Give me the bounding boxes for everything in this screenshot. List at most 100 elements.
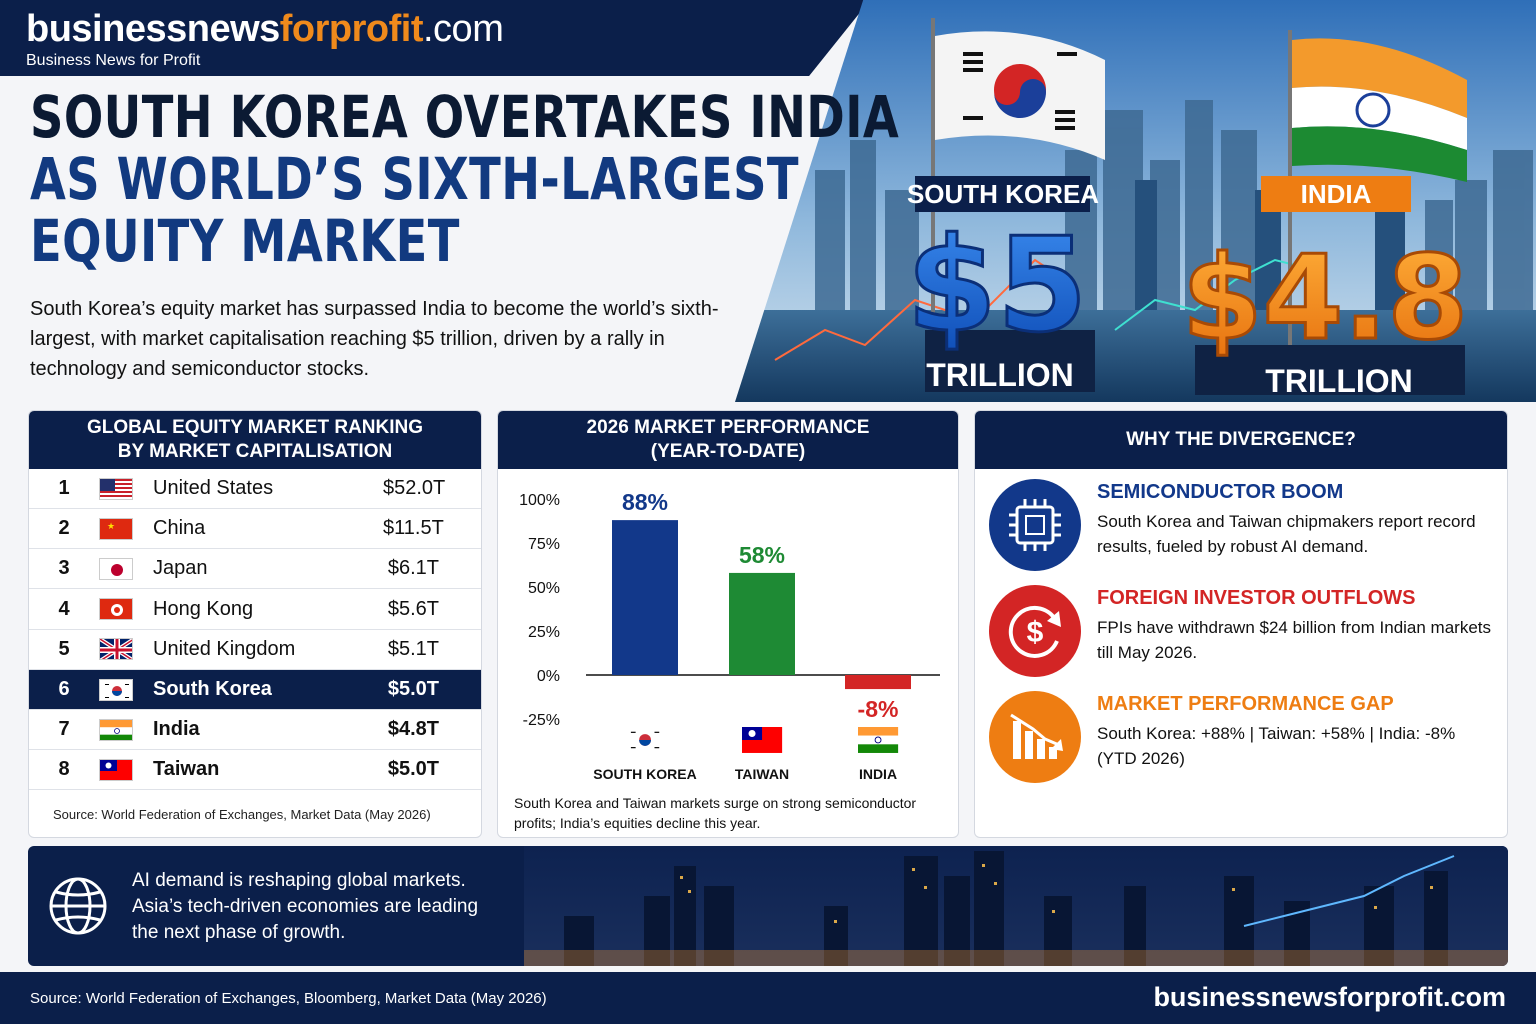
rank-country: India xyxy=(153,718,200,741)
hong-kong-flag-icon xyxy=(99,598,133,621)
category-label: INDIA xyxy=(859,766,897,782)
rank-number: 2 xyxy=(58,517,70,540)
ranking-title-line2: BY MARKET CAPITALISATION xyxy=(117,441,393,462)
ranking-row: 7 India $4.8T xyxy=(29,710,481,751)
rank-market-cap: $52.0T xyxy=(383,477,446,499)
headline-line1: SOUTH KOREA OVERTAKES INDIA xyxy=(30,83,900,151)
ranking-row: 3 Japan $6.1T xyxy=(29,549,481,590)
reason-semiconductor-boom: SEMICONDUCTOR BOOM South Korea and Taiwa… xyxy=(989,479,1499,579)
y-tick-label: 25% xyxy=(528,624,560,641)
india-flag-icon xyxy=(99,718,133,741)
chip-icon xyxy=(989,479,1081,571)
reason-title: MARKET PERFORMANCE GAP xyxy=(1097,693,1394,715)
bar-value-label: 88% xyxy=(622,489,668,515)
south-korea-flag-icon xyxy=(99,678,133,701)
performance-note: South Korea and Taiwan markets surge on … xyxy=(514,795,917,831)
insight-banner: AI demand is reshaping global markets. A… xyxy=(28,846,1508,966)
ranking-row: 8 Taiwan $5.0T xyxy=(29,750,481,791)
rank-number: 5 xyxy=(58,637,70,660)
rank-market-cap: $5.1T xyxy=(387,637,439,660)
y-tick-label: 100% xyxy=(519,492,560,509)
rank-number: 4 xyxy=(58,597,70,620)
rank-number: 3 xyxy=(58,557,70,580)
performance-title-line2: (YEAR-TO-DATE) xyxy=(650,441,806,462)
svg-text:★: ★ xyxy=(107,522,115,532)
rank-country: Hong Kong xyxy=(153,597,254,620)
y-tick-label: -25% xyxy=(523,712,560,729)
ranking-source: Source: World Federation of Exchanges, M… xyxy=(53,807,431,822)
reason-title: SEMICONDUCTOR BOOM xyxy=(1097,481,1344,503)
korea-value: $5 xyxy=(907,209,1088,361)
reason-performance-gap: MARKET PERFORMANCE GAP South Korea: +88%… xyxy=(989,691,1499,791)
banner-text: AI demand is reshaping global markets. A… xyxy=(132,870,479,943)
hero-illustration: SOUTH KOREA INDIA $5 $4.8 TRILLION TRILL… xyxy=(735,0,1536,402)
divergence-title: WHY THE DIVERGENCE? xyxy=(1126,429,1356,450)
uk-flag-icon xyxy=(99,638,133,661)
ranking-title-line1: GLOBAL EQUITY MARKET RANKING xyxy=(86,417,424,438)
ranking-row: 5 United Kingdom $5.1T xyxy=(29,630,481,670)
footer-url-link[interactable]: businessnewsforprofit.com xyxy=(1153,982,1506,1012)
performance-header: 2026 MARKET PERFORMANCE (YEAR-TO-DATE) xyxy=(498,411,958,469)
y-tick-label: 50% xyxy=(528,580,560,597)
reason-foreign-outflows: $ FOREIGN INVESTOR OUTFLOWS FPIs have wi… xyxy=(989,585,1499,685)
brand-name-tld: .com xyxy=(423,8,504,50)
y-tick-label: 0% xyxy=(537,668,560,685)
india-flag-icon xyxy=(858,727,899,753)
taiwan-flag-icon xyxy=(99,758,133,781)
reason-text: FPIs have withdrawn $24 billion from Ind… xyxy=(1097,618,1492,662)
rank-market-cap: $6.1T xyxy=(387,557,439,580)
rank-market-cap: $11.5T xyxy=(383,517,444,540)
ranking-header: GLOBAL EQUITY MARKET RANKING BY MARKET C… xyxy=(29,411,481,469)
reason-title: FOREIGN INVESTOR OUTFLOWS xyxy=(1097,587,1416,609)
footer: Source: World Federation of Exchanges, B… xyxy=(0,972,1536,1024)
dollar-outflow-icon: $ xyxy=(989,585,1081,677)
category-label: TAIWAN xyxy=(735,766,789,782)
india-pedestal xyxy=(1195,345,1465,395)
bar-value-label: -8% xyxy=(858,696,899,722)
taiwan-flag-icon xyxy=(742,727,783,753)
ranking-row: 1 United States $52.0T xyxy=(29,469,481,509)
headline-line2: AS WORLD’S SIXTH-LARGEST xyxy=(30,145,799,213)
divergence-header: WHY THE DIVERGENCE? xyxy=(975,411,1507,469)
ranking-row: 2 ★ China $11.5T xyxy=(29,509,481,550)
performance-title-line1: 2026 MARKET PERFORMANCE xyxy=(586,417,870,438)
category-label: SOUTH KOREA xyxy=(593,766,696,782)
brand-name-part2: forprofit xyxy=(279,8,424,50)
ranking-row: 4 Hong Kong $5.6T xyxy=(29,590,481,630)
rank-country: South Korea xyxy=(153,678,272,700)
headline-line3: EQUITY MARKET xyxy=(30,207,460,275)
rank-market-cap: $5.0T xyxy=(387,678,439,700)
rank-country: United Kingdom xyxy=(153,637,296,660)
rank-market-cap: $4.8T xyxy=(387,718,439,741)
brand-tagline: Business News for Profit xyxy=(26,52,201,69)
korea-label-box xyxy=(915,176,1090,212)
reason-text: South Korea: +88% | Taiwan: +58% | India… xyxy=(1097,724,1456,768)
rank-number: 1 xyxy=(58,477,70,499)
reason-text: South Korea and Taiwan chipmakers report… xyxy=(1097,512,1476,556)
bar-value-label: 58% xyxy=(739,542,785,568)
korea-label: SOUTH KOREA xyxy=(907,179,1099,209)
rank-country: Taiwan xyxy=(153,758,220,781)
performance-panel: 2026 MARKET PERFORMANCE (YEAR-TO-DATE) 1… xyxy=(497,410,959,838)
korea-pedestal xyxy=(925,330,1095,392)
rank-market-cap: $5.6T xyxy=(387,597,439,620)
japan-flag-icon xyxy=(99,557,133,580)
korea-unit: TRILLION xyxy=(926,357,1074,393)
divergence-panel: WHY THE DIVERGENCE? SEMICONDUCTOR BOOM S… xyxy=(974,410,1508,838)
india-flag-icon xyxy=(1292,38,1467,182)
hero-image: SOUTH KOREA INDIA $5 $4.8 TRILLION TRILL… xyxy=(735,0,1536,402)
brand-logo[interactable]: businessnewsforprofit.com xyxy=(26,8,504,51)
south-korea-flag-icon xyxy=(625,727,666,753)
us-flag-icon xyxy=(99,477,133,500)
india-value: $4.8 xyxy=(1182,231,1468,366)
bar-south-korea xyxy=(612,520,678,675)
svg-text:$: $ xyxy=(1027,616,1044,649)
rank-country: Japan xyxy=(153,557,208,580)
performance-bar-chart: 100% 75% 50% 25% 0% -25% 88% SOUTH KOREA 58% TAIW… xyxy=(519,489,940,782)
rank-number: 6 xyxy=(58,678,70,700)
city-skyline-image xyxy=(524,846,1508,966)
y-tick-label: 75% xyxy=(528,536,560,553)
rank-country: United States xyxy=(153,477,274,499)
rank-number: 8 xyxy=(58,758,70,781)
